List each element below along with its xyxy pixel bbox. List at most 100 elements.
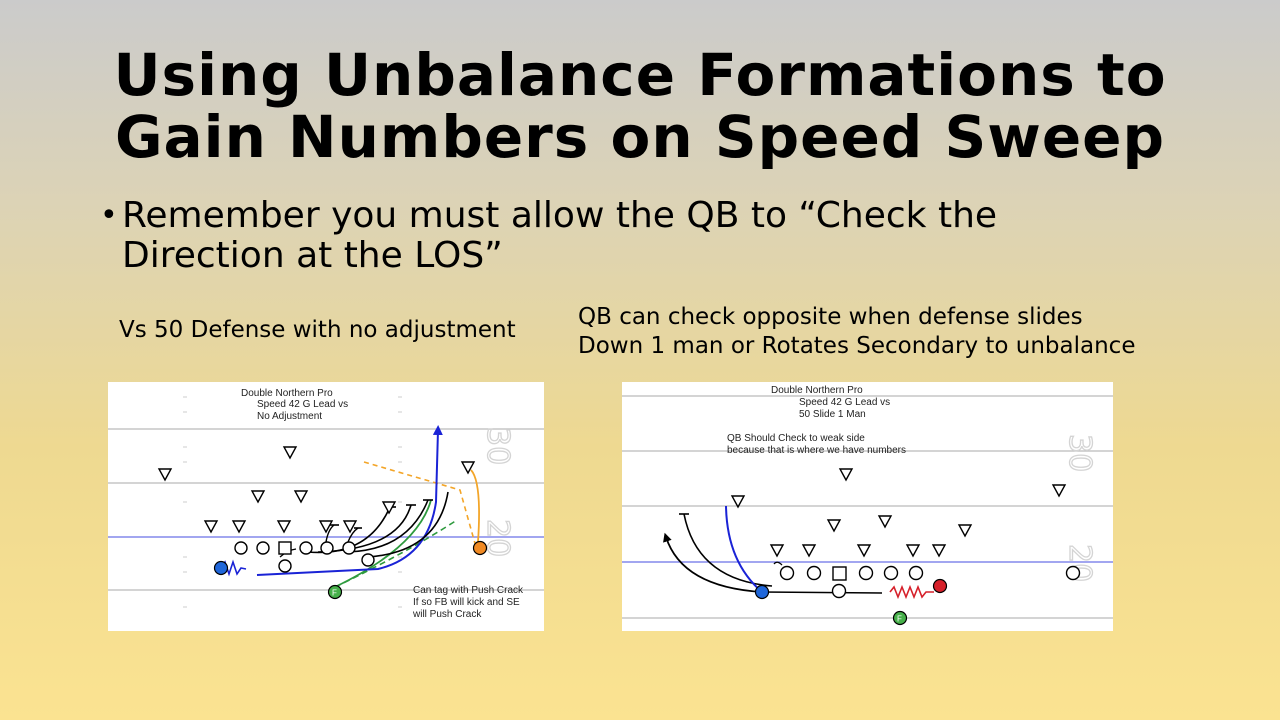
left-caption: Vs 50 Defense with no adjustment	[119, 317, 516, 343]
lineman-icon	[342, 541, 356, 555]
right-heading-line-1: Double Northern Pro	[771, 385, 863, 396]
yard-number-30: 30	[480, 427, 515, 465]
block-route-3	[347, 499, 429, 553]
left-diagram-svg: 30 20 Double Northern Pro Speed 42 G Lea…	[108, 388, 544, 620]
defender-icon	[460, 461, 476, 475]
right-heading-line-3: 50 Slide 1 Man	[799, 409, 866, 420]
right-caption-line-1: QB can check opposite when defense slide…	[578, 304, 1083, 330]
defender-icon	[931, 544, 947, 558]
right-subheading-line-2: because that is where we have numbers	[727, 445, 906, 456]
defender-icon	[730, 495, 746, 509]
right-subheading: QB Should Check to weak side because tha…	[727, 433, 906, 456]
lineman-icon	[256, 541, 270, 555]
lineman-icon	[806, 565, 822, 581]
right-subheading-line-1: QB Should Check to weak side	[727, 433, 865, 444]
left-heading-line-1: Double Northern Pro	[241, 388, 333, 399]
qb-icon	[278, 559, 292, 573]
slide-title: Using Unbalance Formations to Gain Numbe…	[0, 44, 1280, 168]
defender-icon	[826, 519, 842, 533]
lineman-icon	[299, 541, 313, 555]
defender-icon	[231, 520, 247, 534]
lineman-icon	[858, 565, 874, 581]
block-route-2	[761, 591, 883, 594]
left-play-diagram: 30 20 Double Northern Pro Speed 42 G Lea…	[108, 382, 544, 631]
green-dashed-route	[334, 519, 458, 588]
left-note-line-2: If so FB will kick and SE	[413, 597, 520, 608]
defender-icon	[203, 520, 219, 534]
defender-icon	[318, 520, 334, 534]
defender-icon	[276, 520, 292, 534]
orange-player-icon	[472, 540, 488, 556]
defender-icon	[856, 544, 872, 558]
title-line-1: Using Unbalance Formations to	[113, 41, 1167, 109]
block-route-5	[325, 524, 335, 543]
defender-icon	[1051, 484, 1067, 498]
right-offense	[779, 565, 1081, 599]
left-note-line-3: will Push Crack	[412, 609, 482, 620]
title-line-2: Gain Numbers on Speed Sweep	[114, 103, 1166, 171]
back-icon	[361, 553, 375, 567]
right-caption-line-2: Down 1 man or Rotates Secondary to unbal…	[578, 333, 1136, 359]
green-solid-route	[334, 499, 432, 588]
lineman-icon	[908, 565, 924, 581]
orange-dashed-route	[363, 461, 477, 548]
block-route-1	[683, 513, 773, 587]
right-caption: QB can check opposite when defense slide…	[578, 303, 1135, 361]
red-motion-zigzag	[889, 584, 934, 600]
right-heading-line-2: Speed 42 G Lead vs	[799, 397, 890, 408]
qb-icon	[831, 583, 847, 599]
bullet-line-2: Direction at the LOS”	[122, 235, 503, 276]
left-offense	[234, 541, 375, 573]
red-player-icon	[932, 578, 948, 594]
fullback-icon	[327, 584, 343, 600]
left-heading-line-3: No Adjustment	[257, 411, 322, 422]
block-ts	[329, 499, 433, 529]
orange-solid-route	[470, 469, 480, 543]
right-heading: Double Northern Pro Speed 42 G Lead vs 5…	[771, 385, 893, 420]
bullet-line-1: Remember you must allow the QB to “Check…	[122, 195, 998, 236]
defender-icon	[381, 501, 397, 515]
lead-route	[663, 532, 763, 593]
lineman-icon	[779, 565, 795, 581]
split-end-icon	[1065, 565, 1081, 581]
fullback-icon	[892, 610, 908, 626]
center-icon	[278, 541, 292, 555]
right-diagram-svg: 30 20 Double Northern Pro Speed 42 G Lea…	[622, 385, 1113, 626]
ballcarrier-icon	[754, 584, 770, 600]
defender-icon	[157, 468, 173, 482]
ballcarrier-route	[725, 505, 763, 593]
fullback-label: F	[897, 615, 902, 624]
motion-zigzag	[220, 559, 247, 577]
defender-icon	[801, 544, 817, 558]
defender-icon	[769, 544, 785, 558]
ballcarrier-route	[256, 425, 443, 576]
block-route-4	[367, 491, 449, 558]
yard-lines	[622, 395, 1113, 619]
bullet-marker: •	[100, 198, 118, 233]
fullback-label: F	[332, 589, 337, 598]
block-route-3	[773, 561, 783, 566]
defender-icon	[905, 544, 921, 558]
lineman-icon	[234, 541, 248, 555]
defender-icon	[282, 446, 298, 460]
defender-icon	[293, 490, 309, 504]
center-icon	[832, 566, 847, 581]
left-note-line-1: Can tag with Push Crack	[413, 585, 524, 596]
right-play-diagram: 30 20 Double Northern Pro Speed 42 G Lea…	[622, 382, 1113, 631]
lineman-icon	[320, 541, 334, 555]
left-note: Can tag with Push Crack If so FB will ki…	[412, 585, 526, 620]
right-routes	[663, 505, 934, 600]
yard-lines	[108, 428, 544, 591]
left-heading: Double Northern Pro Speed 42 G Lead vs N…	[241, 388, 351, 422]
defender-icon	[877, 515, 893, 529]
block-route-2	[317, 504, 412, 553]
defender-icon	[838, 468, 854, 482]
left-routes	[220, 425, 480, 588]
left-defenders	[157, 446, 476, 534]
yard-number-30: 30	[1062, 434, 1097, 472]
ballcarrier-icon	[213, 560, 229, 576]
right-defenders	[730, 468, 1067, 558]
hash-marks	[183, 396, 402, 608]
defender-icon	[342, 520, 358, 534]
left-heading-line-2: Speed 42 G Lead vs	[257, 399, 348, 410]
